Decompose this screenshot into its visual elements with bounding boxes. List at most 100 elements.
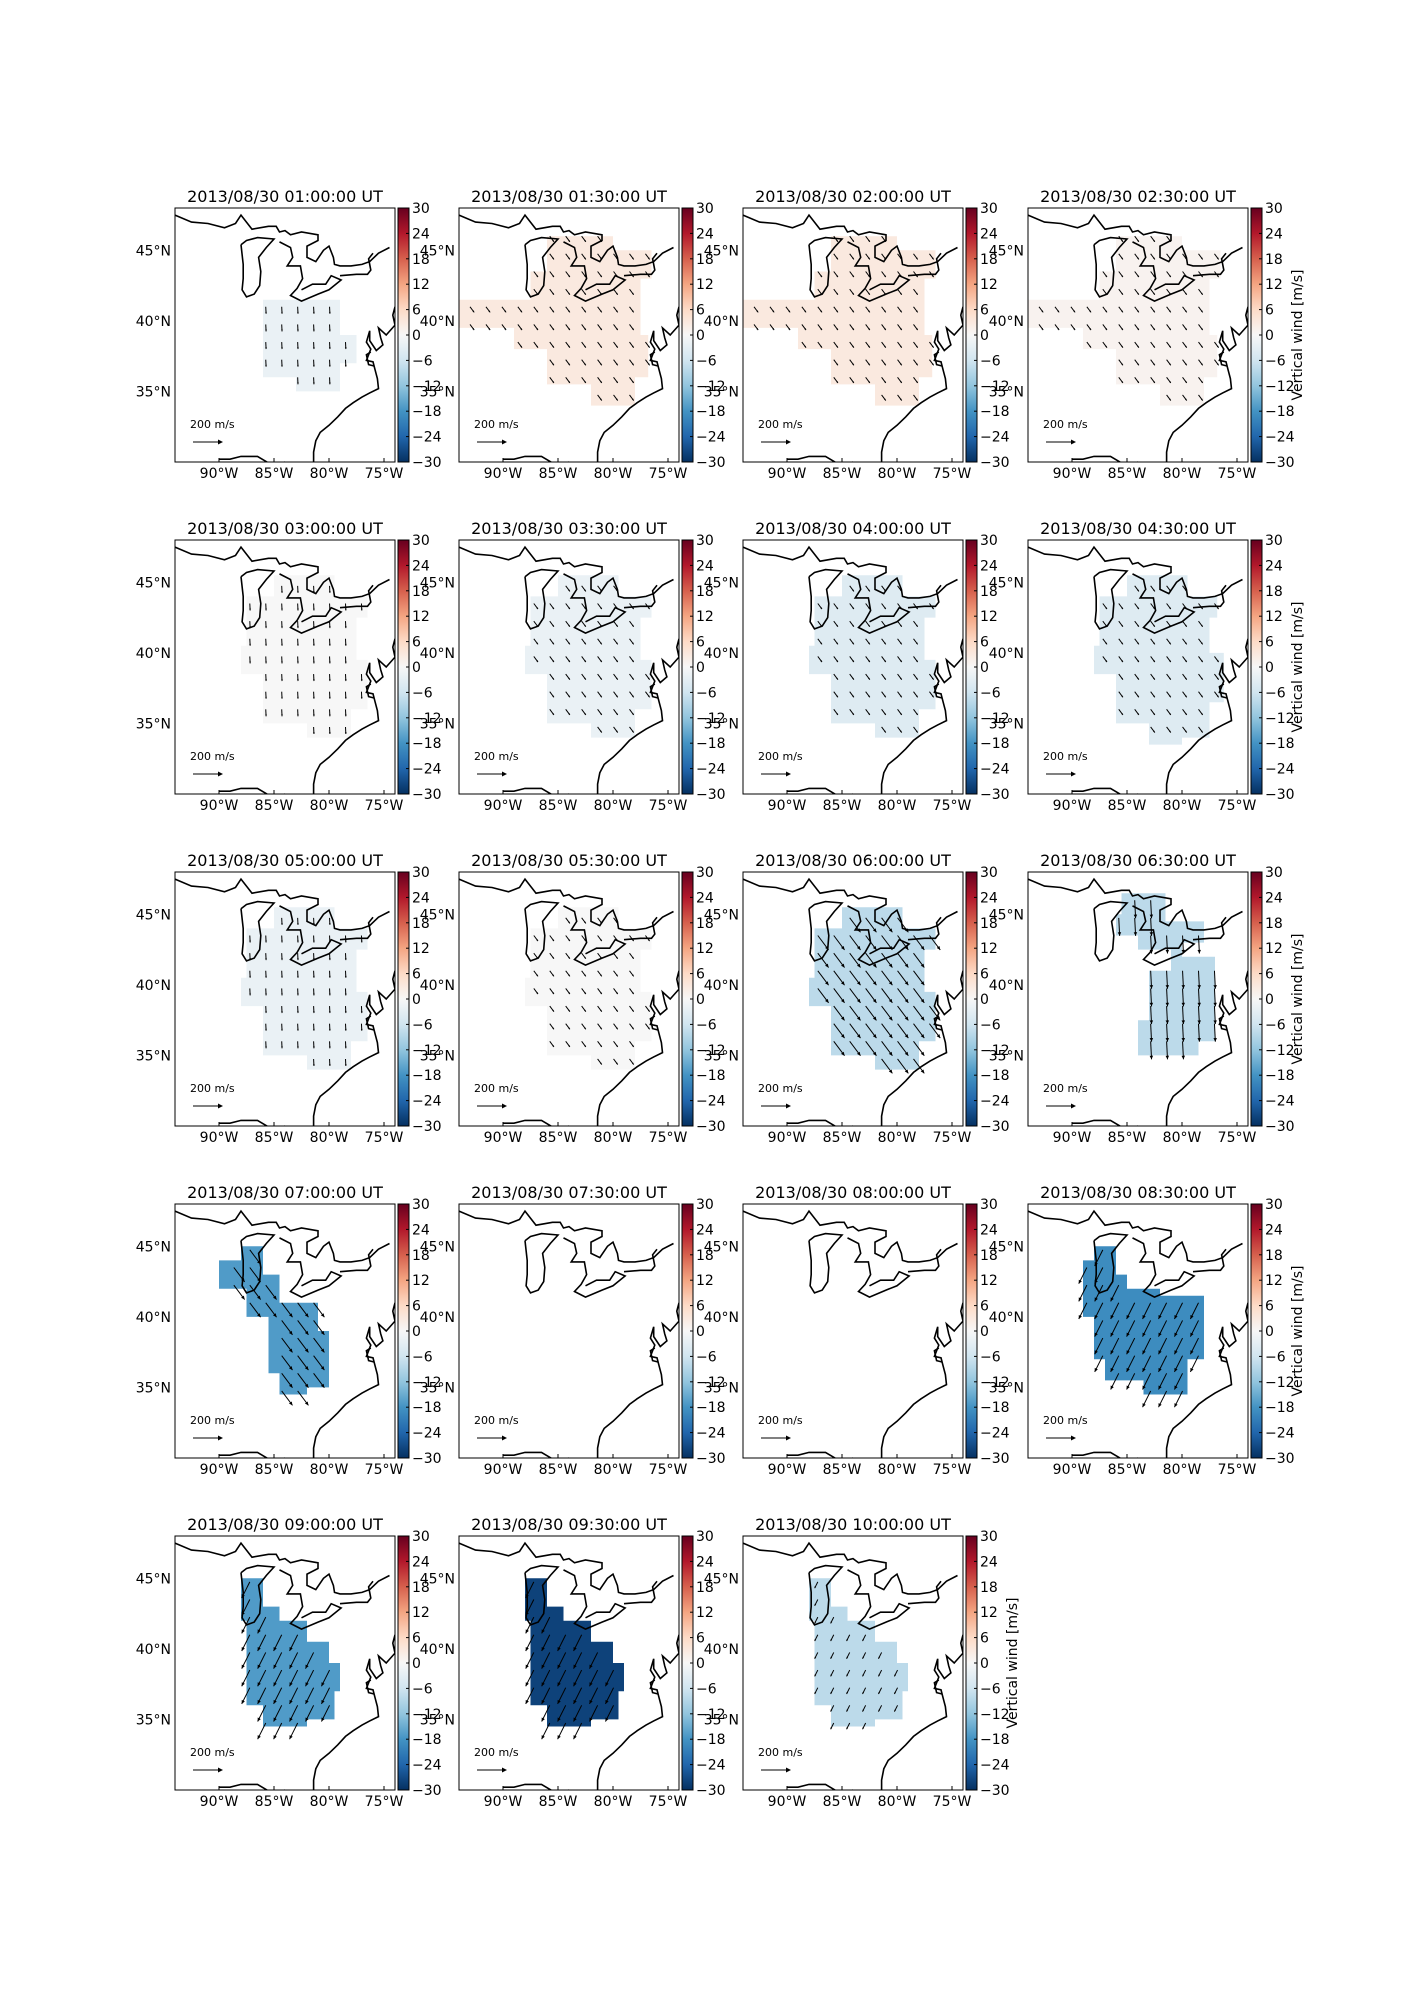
coastline <box>365 1015 375 1031</box>
map-area <box>175 545 395 794</box>
colorbar-tick-label: −6 <box>412 353 433 369</box>
wind-arrow-head <box>899 380 902 383</box>
lat-tick-label: 45°N <box>989 1239 1024 1255</box>
coastline <box>623 1580 658 1605</box>
scale-arrow-head <box>786 1435 791 1441</box>
colorbar-tick-label: −30 <box>696 1119 726 1135</box>
colorbar-tick-label: −12 <box>696 1375 726 1391</box>
wind-arrow-head <box>1200 257 1203 260</box>
scale-arrow-head <box>218 771 223 777</box>
colorbar-tick-label: 0 <box>696 660 705 676</box>
colorbar-tick-label: −12 <box>412 711 442 727</box>
wind-arrow-head <box>281 661 283 664</box>
wind-arrow-head <box>936 1016 941 1021</box>
wind-arrow-head <box>573 1735 577 1740</box>
wind-arrow-head <box>615 589 618 592</box>
coastline <box>880 1302 963 1458</box>
map-area <box>459 213 679 462</box>
coastline <box>503 1783 569 1790</box>
wind-arrow-head <box>631 1027 634 1030</box>
map-panel: 2013/08/30 09:30:00 UT 200 m/s 90°W 85°W 80°… <box>420 1515 726 1810</box>
wind-arrow-head <box>552 363 554 366</box>
colorbar-tick-label: 12 <box>980 941 998 957</box>
wind-arrow-head <box>884 380 886 383</box>
wind-arrow-head <box>1149 1020 1154 1025</box>
wind-arrow-head <box>584 677 586 680</box>
wind-arrow-head <box>297 347 299 350</box>
wind-arrow-head <box>631 380 634 383</box>
lat-tick-label: 40°N <box>136 646 171 662</box>
wind-arrow-head <box>568 660 570 663</box>
wind-arrow-head <box>552 239 554 242</box>
wind-arrow-head <box>1184 660 1187 663</box>
wind-arrow-head <box>265 661 267 664</box>
wind-arrow-head <box>605 1717 609 1722</box>
panel-title: 2013/08/30 02:00:00 UT <box>755 187 951 206</box>
wind-arrow-head <box>1165 1038 1170 1042</box>
wind-arrow-head <box>899 730 902 733</box>
wind-arrow-head <box>1174 1350 1178 1355</box>
wind-arrow-head <box>836 310 838 313</box>
wind-arrow-head <box>804 345 807 348</box>
wind-arrow-head <box>297 1011 299 1014</box>
wind-arrow-head <box>820 660 822 663</box>
wind-arrow-head <box>289 1717 293 1722</box>
colorbar-tick-label: −12 <box>1265 1043 1295 1059</box>
lon-tick-label: 90°W <box>484 1130 523 1146</box>
colorbar-tick-label: −24 <box>696 1426 726 1442</box>
wind-arrow-head <box>525 1594 529 1599</box>
wind-arrow-head <box>584 1027 586 1030</box>
coastline <box>933 1347 943 1363</box>
colorbar-tick-label: −24 <box>1265 1426 1295 1442</box>
colorbar-tick-label: −24 <box>1265 1094 1295 1110</box>
wind-arrow-head <box>884 607 886 610</box>
map-panel: 2013/08/30 07:00:00 UT 200 m/s 90°W 85°W 80°… <box>136 1183 442 1478</box>
wind-arrow-head <box>600 257 602 260</box>
coastline <box>1028 213 1243 267</box>
wind-arrow-head <box>631 695 634 698</box>
colorbar-tick-label: 12 <box>696 1273 714 1289</box>
wind-arrow-head <box>1089 345 1092 348</box>
wind-arrow-head <box>884 310 886 313</box>
colorbar-tick-label: −12 <box>696 1043 726 1059</box>
wind-arrow-head <box>584 380 586 383</box>
panel-title: 2013/08/30 05:30:00 UT <box>471 851 667 870</box>
lon-tick-label: 80°W <box>310 466 349 482</box>
colorbar-tick-label: −18 <box>1265 1068 1295 1084</box>
wind-arrow-head <box>273 1682 277 1687</box>
lon-tick-label: 80°W <box>1163 1462 1202 1478</box>
colorbar-tick-label: 6 <box>412 635 421 651</box>
lon-tick-label: 90°W <box>768 1462 807 1478</box>
colorbar-tick-label: 18 <box>980 1580 998 1596</box>
coastline <box>1028 1209 1243 1263</box>
colorbar-tick-label: 12 <box>412 277 430 293</box>
colorbar-tick-label: 0 <box>696 328 705 344</box>
coastline <box>312 638 395 794</box>
colorbar-tick-label: 30 <box>412 865 430 881</box>
wind-arrow-head <box>1121 345 1123 348</box>
lat-tick-label: 40°N <box>136 1642 171 1658</box>
wind-arrow-head <box>557 1682 561 1687</box>
wind-arrow-head <box>241 1611 245 1616</box>
wind-arrow-head <box>281 608 283 611</box>
wind-arrow-head <box>536 992 538 995</box>
wind-arrow-head <box>1158 1367 1162 1372</box>
colorbar-label: Vertical wind [m/s] <box>1290 270 1306 401</box>
wind-arrow-head <box>257 1646 261 1651</box>
colorbar-tick-label: −12 <box>412 1375 442 1391</box>
wind-arrow-head <box>288 1401 293 1406</box>
wind-arrow-head <box>868 310 870 313</box>
colorbar-tick-label: 6 <box>1265 1299 1274 1315</box>
wind-arrow-head <box>265 993 267 996</box>
wind-arrow-head <box>304 1383 309 1388</box>
wind-arrow-head <box>1094 1262 1098 1267</box>
coastline <box>808 1232 844 1294</box>
wind-arrow-head <box>536 328 538 331</box>
wind-arrow-head <box>265 1046 267 1049</box>
colorbar-tick-label: −18 <box>696 1400 726 1416</box>
wind-arrow-head <box>1197 1002 1201 1007</box>
coastline <box>1028 877 1243 931</box>
wind-arrow-head <box>852 257 854 260</box>
coastline <box>1218 683 1228 699</box>
wind-arrow-head <box>615 956 618 959</box>
